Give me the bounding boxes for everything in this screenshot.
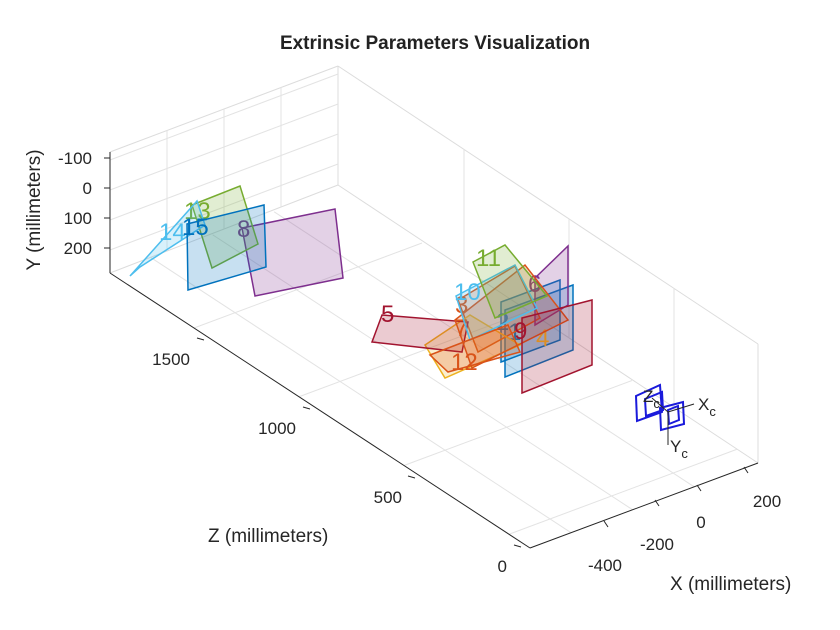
- pattern-label: 7: [455, 315, 468, 342]
- z-tick-labels: 0 500 1000 1500: [152, 350, 507, 576]
- x-tick: [696, 484, 702, 492]
- camera-x-axis: [667, 403, 695, 413]
- pattern-9: 9: [514, 299, 593, 395]
- z-tick: [407, 475, 416, 479]
- box-edge: [337, 184, 759, 464]
- pattern-plane: [423, 314, 522, 379]
- camera-body: [634, 383, 664, 423]
- x-axis-line: [529, 462, 759, 549]
- camera-yc-label: Yc: [670, 437, 688, 461]
- x-tick-label: 0: [696, 513, 705, 532]
- grid-line: [109, 163, 339, 251]
- z-tick-label: 1500: [152, 350, 190, 369]
- z-tick-label: 0: [498, 557, 507, 576]
- pattern-label: 14: [159, 219, 186, 246]
- y-tick-label: 100: [64, 209, 92, 228]
- pattern-12: 12: [428, 324, 522, 376]
- pattern-8: 8: [237, 208, 344, 297]
- x-tick-labels: -400 -200 0 200: [588, 492, 781, 575]
- grid: [109, 65, 759, 535]
- pattern-10: 10: [454, 263, 539, 342]
- camera-z-axis: [651, 397, 669, 413]
- camera-glyph: Xc Yc Zc: [634, 383, 716, 461]
- pattern-15: 15: [182, 204, 267, 291]
- pattern-11: 11: [472, 244, 549, 319]
- camera-xc-label: Xc: [698, 395, 716, 419]
- chart-title: Extrinsic Parameters Visualization: [280, 33, 590, 54]
- y-axis-label: Y (millimeters): [24, 149, 45, 270]
- z-tick: [302, 406, 311, 410]
- pattern-label: 5: [381, 301, 394, 328]
- pattern-plane: [457, 264, 541, 354]
- grid-line: [109, 133, 339, 221]
- x-axis-label: X (millimeters): [670, 574, 791, 595]
- pattern-7: 7: [454, 263, 570, 370]
- pattern-plane: [521, 299, 593, 395]
- pattern-label: 15: [182, 214, 209, 241]
- z-tick: [513, 544, 522, 548]
- y-tick-label: 200: [64, 239, 92, 258]
- pattern-5: 5: [370, 301, 469, 353]
- box-edge: [337, 65, 759, 345]
- grid-line: [150, 257, 572, 534]
- camera-zc-label: Zc: [643, 387, 660, 411]
- grid-line: [109, 103, 339, 191]
- y-tick-labels: -100 0 100 200: [58, 149, 92, 258]
- grid-line: [109, 73, 339, 161]
- x-tick-label: 200: [753, 492, 781, 511]
- camera-lens: [658, 400, 686, 432]
- camera-lens-inner: [666, 404, 681, 426]
- axes: [104, 152, 759, 549]
- pattern-plane: [241, 208, 344, 297]
- y-tick-label: -100: [58, 149, 92, 168]
- x-tick: [743, 466, 749, 474]
- grid-line: [508, 448, 738, 535]
- pattern-label: 8: [237, 216, 250, 243]
- pattern-label: 12: [451, 349, 478, 376]
- pattern-plane: [186, 204, 267, 291]
- z-tick-label: 1000: [258, 419, 296, 438]
- z-axis-line: [109, 272, 531, 549]
- pattern-plane: [191, 185, 259, 270]
- pattern-plane: [472, 244, 549, 319]
- y-tick-label: 0: [83, 179, 92, 198]
- x-tick: [603, 520, 609, 528]
- pattern-label: 11: [476, 245, 501, 272]
- pattern-label: 9: [514, 318, 527, 345]
- grid-line: [212, 234, 633, 511]
- camera-body-inner: [643, 390, 665, 418]
- pattern-plane: [129, 199, 206, 277]
- grid-line: [403, 380, 633, 466]
- x-tick-label: -200: [640, 535, 674, 554]
- z-axis-label: Z (millimeters): [208, 526, 328, 547]
- z-tick-label: 500: [374, 488, 402, 507]
- x-tick: [654, 499, 660, 507]
- pattern-plane: [455, 263, 539, 342]
- pattern-14: 14: [129, 199, 206, 277]
- pattern-plane: [370, 314, 469, 353]
- pattern-plane: [454, 263, 570, 370]
- pattern-13: 13: [184, 185, 259, 270]
- z-tick: [196, 337, 205, 341]
- x-tick-label: -400: [588, 556, 622, 575]
- pattern-label: 10: [454, 279, 481, 306]
- pattern-plane: [428, 324, 522, 373]
